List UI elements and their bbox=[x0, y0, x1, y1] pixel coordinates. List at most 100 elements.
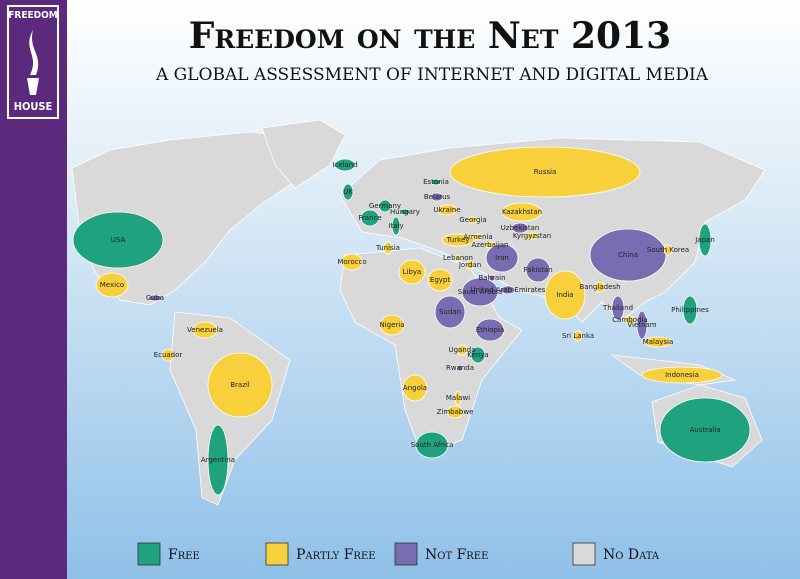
country-shape bbox=[161, 348, 175, 362]
legend-label: Partly Free bbox=[296, 547, 376, 563]
country-label: Sri Lanka bbox=[562, 332, 594, 340]
title: Freedom on the Net 2013 bbox=[189, 15, 671, 57]
country-label: South Africa bbox=[411, 441, 454, 449]
country-shape bbox=[524, 232, 540, 240]
country-label: Saudi Arabia bbox=[458, 288, 502, 296]
country-shape bbox=[342, 183, 354, 201]
country-label: UK bbox=[343, 188, 353, 196]
country-shape bbox=[594, 281, 606, 293]
country-shape bbox=[470, 346, 486, 364]
country-shape bbox=[467, 216, 479, 224]
country-label: Uganda bbox=[448, 346, 475, 354]
country-shape bbox=[147, 294, 163, 302]
country-label: United Arab Emirates bbox=[471, 286, 546, 294]
country-label: Indonesia bbox=[665, 371, 699, 379]
country-label: Italy bbox=[388, 222, 403, 230]
country-shape bbox=[192, 321, 218, 339]
country-shape bbox=[611, 295, 625, 321]
country-label: Mexico bbox=[100, 281, 124, 289]
legend-swatch bbox=[137, 542, 161, 566]
country-label: Bahrain bbox=[478, 274, 505, 282]
legend-label: Free bbox=[168, 547, 200, 563]
country-shape bbox=[434, 295, 466, 329]
country-shape bbox=[446, 405, 464, 419]
country-label: Kenya bbox=[467, 351, 488, 359]
country-shape bbox=[488, 274, 496, 282]
country-shape bbox=[427, 268, 453, 292]
country-label: Angola bbox=[403, 384, 427, 392]
country-label: Sudan bbox=[439, 308, 461, 316]
legend: Free Partly Free Not Free No Data bbox=[137, 542, 660, 566]
country-shape bbox=[501, 202, 543, 222]
country-shape bbox=[391, 216, 401, 236]
country-shape bbox=[430, 192, 444, 202]
country-label: Estonia bbox=[423, 178, 449, 186]
country-shape bbox=[544, 270, 586, 320]
country-label: Ecuador bbox=[154, 351, 183, 359]
country-shape bbox=[207, 352, 273, 418]
country-label: Ukraine bbox=[433, 206, 460, 214]
country-shape bbox=[525, 257, 551, 283]
country-shape bbox=[334, 158, 356, 172]
country-shape bbox=[465, 260, 475, 270]
country-label: Kyrgyzstan bbox=[513, 232, 551, 240]
country-label: Argentina bbox=[201, 456, 235, 464]
country-label: India bbox=[556, 291, 573, 299]
country-label: France bbox=[358, 214, 381, 222]
country-label: Venezuela bbox=[187, 326, 223, 334]
country-label: Rwanda bbox=[446, 364, 474, 372]
country-shape bbox=[441, 233, 475, 247]
country-label: Zimbabwe bbox=[437, 408, 474, 416]
greenland bbox=[261, 119, 346, 189]
country-shape bbox=[659, 397, 751, 463]
country-label: Morocco bbox=[337, 258, 366, 266]
country-shape bbox=[72, 211, 164, 269]
country-shape bbox=[636, 310, 648, 340]
country-shape bbox=[643, 336, 673, 348]
country-shape bbox=[398, 259, 426, 285]
country-label: Tunisia bbox=[375, 244, 400, 252]
country-label: Lebanon bbox=[443, 254, 473, 262]
country-label: Bangladesh bbox=[579, 283, 620, 291]
country-label: Libya bbox=[403, 268, 422, 276]
country-label: USA bbox=[111, 236, 126, 244]
country-label: Belarus bbox=[424, 193, 451, 201]
country-label: Brazil bbox=[230, 381, 250, 389]
country-shape bbox=[415, 431, 449, 459]
country-label: Malawi bbox=[446, 394, 470, 402]
country-label: Ethiopia bbox=[476, 326, 505, 334]
country-label: Malaysia bbox=[643, 338, 674, 346]
country-label: Kazakhstan bbox=[502, 208, 542, 216]
country-label: Pakistan bbox=[523, 266, 552, 274]
country-shape bbox=[589, 228, 667, 282]
country-label: Cuba bbox=[146, 294, 164, 302]
country-shape bbox=[436, 204, 458, 216]
country-label: Philippines bbox=[671, 306, 709, 314]
country-shape bbox=[682, 295, 698, 325]
legend-label: Not Free bbox=[425, 547, 488, 563]
country-shape bbox=[456, 364, 464, 372]
country-label: Turkey bbox=[446, 236, 470, 244]
country-shape bbox=[624, 315, 636, 325]
subtitle: A GLOBAL ASSESSMENT OF INTERNET AND DIGI… bbox=[155, 65, 709, 85]
country-label: Armenia bbox=[463, 233, 492, 241]
country-label: Hungary bbox=[390, 208, 420, 216]
country-label: Georgia bbox=[459, 216, 486, 224]
country-shape bbox=[95, 272, 129, 298]
country-label: Egypt bbox=[430, 276, 450, 284]
country-shape bbox=[449, 146, 641, 198]
country-label: South Korea bbox=[647, 246, 689, 254]
country-shape bbox=[461, 277, 499, 307]
country-label: Jordan bbox=[458, 261, 481, 269]
country-shape bbox=[207, 424, 229, 496]
country-label: Japan bbox=[694, 236, 715, 244]
country-label: Vietnam bbox=[627, 321, 656, 329]
country-shape bbox=[500, 285, 516, 295]
country-label: Nigeria bbox=[379, 321, 404, 329]
sidebar bbox=[0, 0, 67, 579]
logo-torch bbox=[27, 30, 39, 95]
country-shape bbox=[698, 223, 712, 257]
country-shape bbox=[473, 233, 483, 241]
country-label: Russia bbox=[534, 168, 557, 176]
